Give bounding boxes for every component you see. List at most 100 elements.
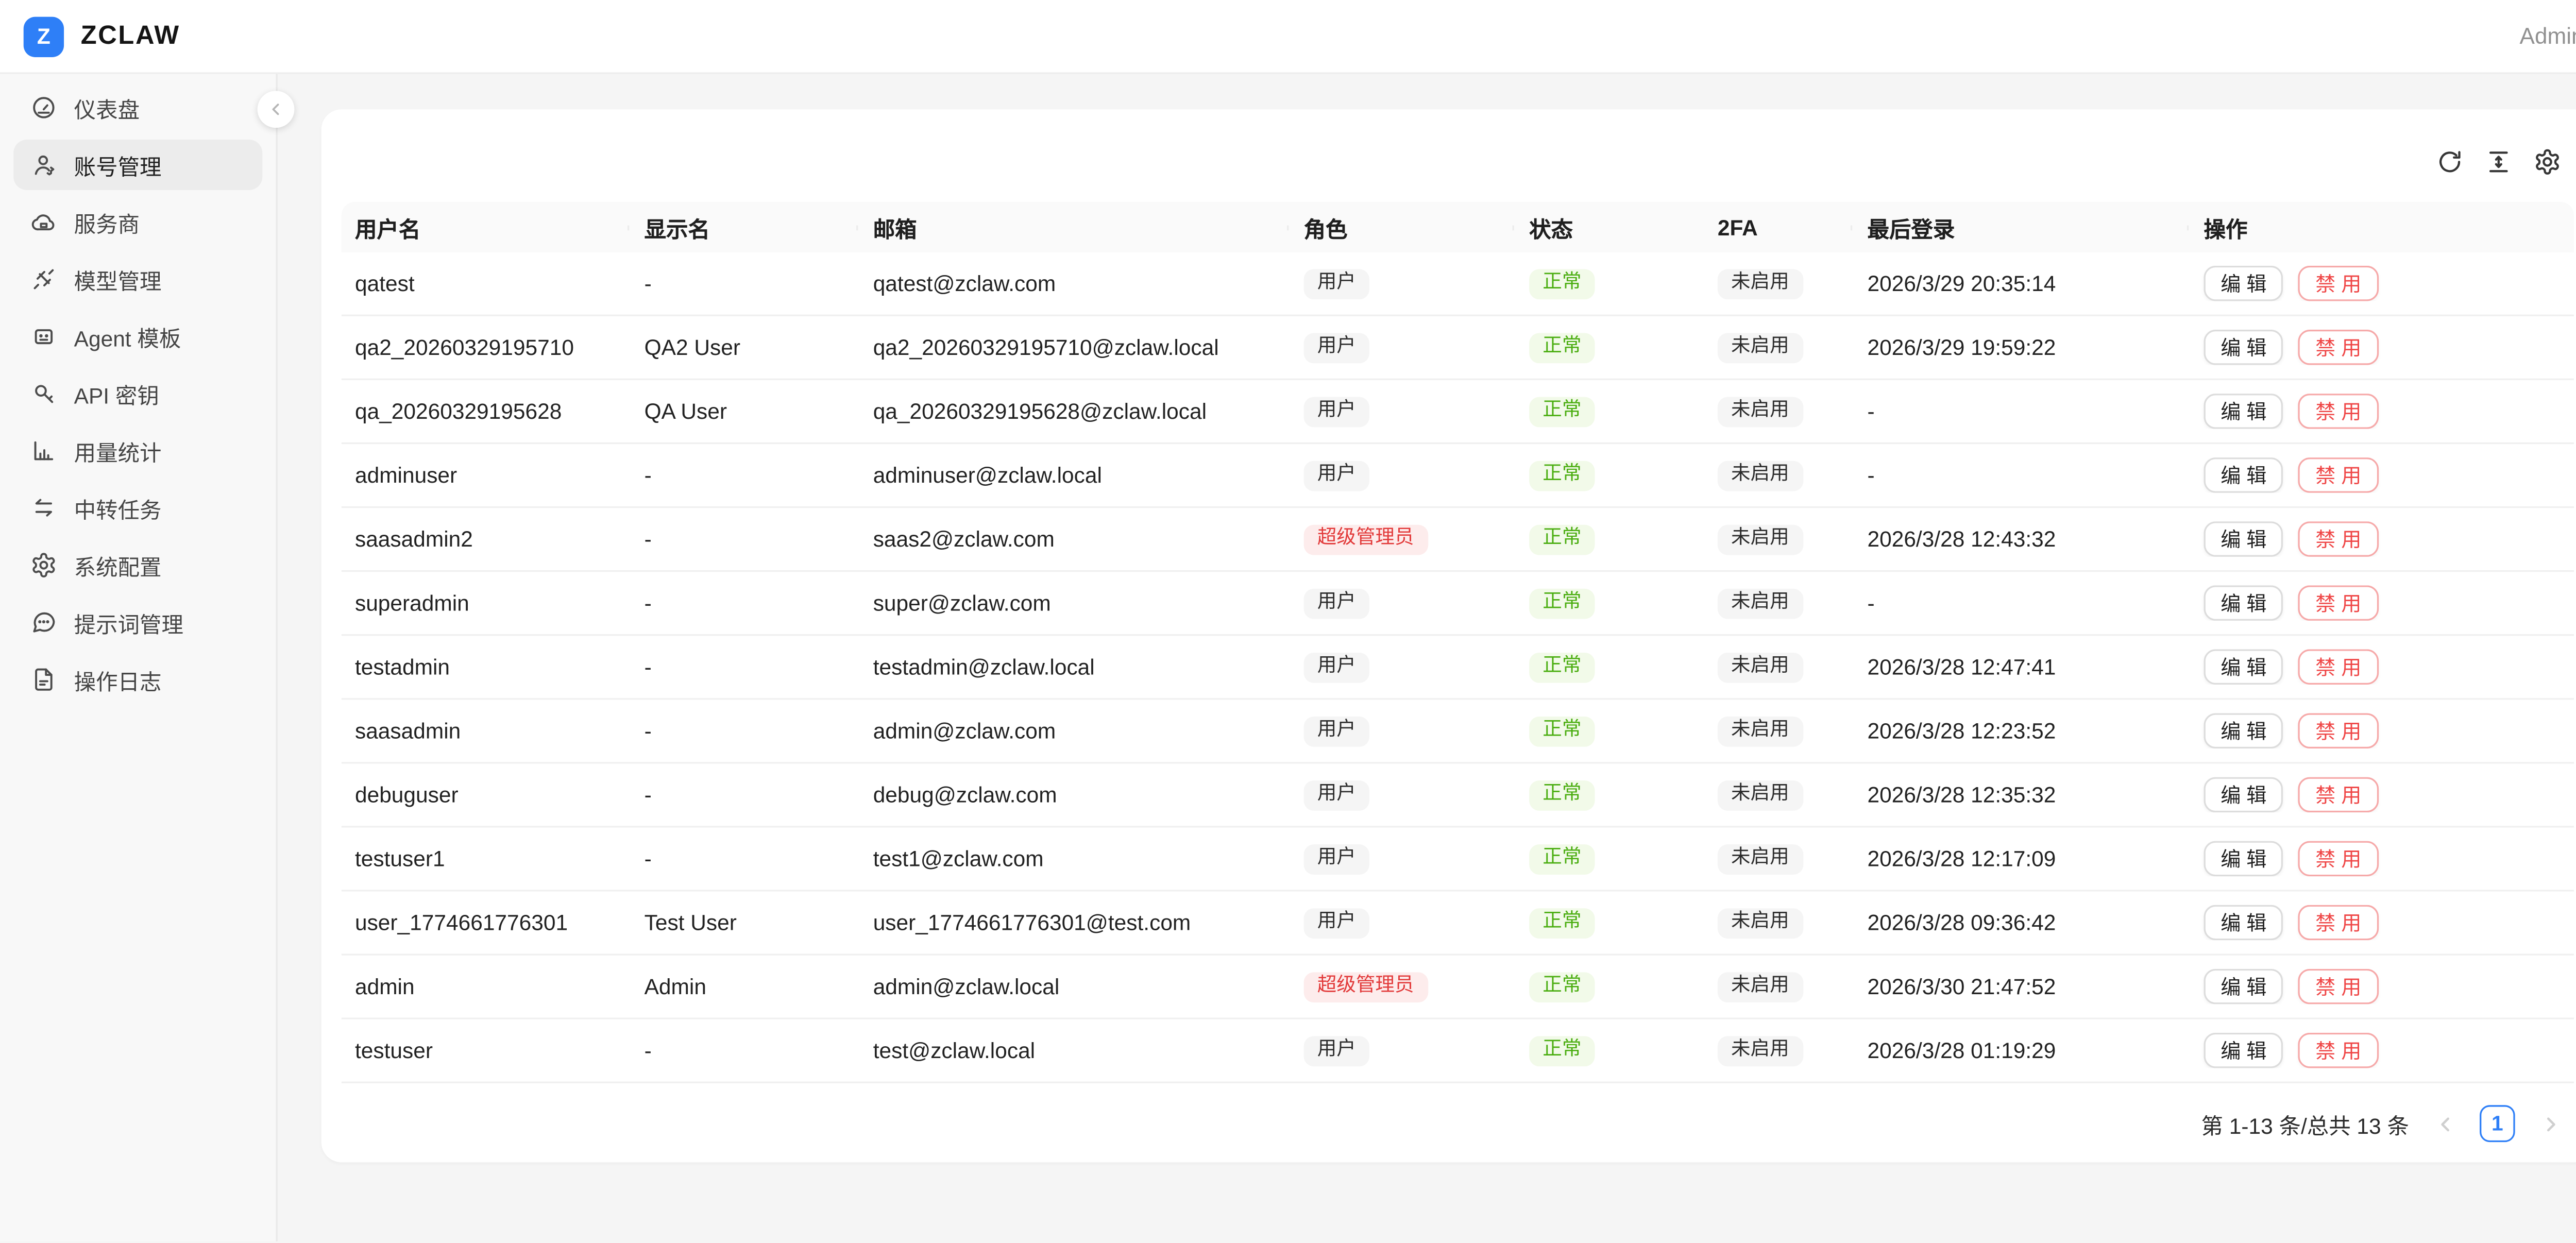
edit-button[interactable]: 编 辑 <box>2204 521 2284 557</box>
sidebar-item-label: 操作日志 <box>74 668 162 694</box>
role-badge: 用户 <box>1303 652 1369 683</box>
twofa-cell: 未启用 <box>1701 715 1851 747</box>
status-cell: 正常 <box>1513 907 1701 939</box>
sidebar-item-accounts[interactable]: 账号管理 <box>13 140 263 190</box>
topbar-user-label[interactable]: Admin <box>2519 23 2576 49</box>
table-row: qatest - qatest@zclaw.com 用户 正常 未启用 2026/3/29 … <box>341 252 2574 316</box>
role-cell: 用户 <box>1287 1034 1513 1067</box>
display-name-cell: QA User <box>644 398 727 424</box>
username-cell: saasadmin <box>354 718 461 744</box>
disable-button[interactable]: 禁 用 <box>2298 457 2379 493</box>
sidebar-item-relay[interactable]: 中转任务 <box>13 483 262 533</box>
disable-button[interactable]: 禁 用 <box>2298 1032 2379 1068</box>
status-cell: 正常 <box>1513 1034 1701 1067</box>
sidebar-item-dashboard[interactable]: 仪表盘 <box>13 82 262 133</box>
gear-icon <box>30 552 57 578</box>
table-toolbar <box>321 109 2576 202</box>
table-row: qa_20260329195628 QA User qa_2026032919562… <box>341 380 2574 445</box>
email-cell: admin@zclaw.com <box>873 718 1056 744</box>
sidebar-item-agents[interactable]: Agent 模板 <box>13 311 262 362</box>
twofa-cell: 未启用 <box>1701 459 1851 491</box>
plug-icon <box>30 266 57 293</box>
chart-icon <box>30 437 57 464</box>
twofa-badge: 未启用 <box>1717 588 1803 619</box>
last-login-cell: 2026/3/29 20:35:14 <box>1867 270 2056 296</box>
disable-button[interactable]: 禁 用 <box>2298 713 2379 749</box>
edit-button[interactable]: 编 辑 <box>2204 649 2284 685</box>
role-badge: 超级管理员 <box>1303 971 1428 1003</box>
disable-button[interactable]: 禁 用 <box>2298 841 2379 877</box>
actions-cell: 编 辑禁 用 <box>2187 841 2574 877</box>
sidebar-collapse-button[interactable] <box>257 91 295 128</box>
actions-cell: 编 辑禁 用 <box>2187 968 2574 1004</box>
status-cell: 正常 <box>1513 779 1701 811</box>
status-cell: 正常 <box>1513 651 1701 683</box>
key-icon <box>30 380 57 407</box>
status-cell: 正常 <box>1513 267 1701 300</box>
username-cell: superadmin <box>354 590 469 616</box>
display-name-cell: - <box>644 1037 652 1063</box>
username-cell: testuser <box>354 1037 433 1063</box>
status-cell: 正常 <box>1513 843 1701 875</box>
disable-button[interactable]: 禁 用 <box>2298 521 2379 557</box>
status-badge: 正常 <box>1529 843 1595 875</box>
sidebar-item-prompts[interactable]: 提示词管理 <box>13 597 262 648</box>
settings-icon[interactable] <box>2530 145 2564 179</box>
actions-cell: 编 辑禁 用 <box>2187 1032 2574 1068</box>
edit-button[interactable]: 编 辑 <box>2204 457 2284 493</box>
sidebar-item-logs[interactable]: 操作日志 <box>13 654 262 705</box>
edit-button[interactable]: 编 辑 <box>2204 713 2284 749</box>
status-badge: 正常 <box>1529 652 1595 683</box>
sidebar-item-system[interactable]: 系统配置 <box>13 540 262 590</box>
column-header-1: 显示名 <box>627 211 856 243</box>
actions-cell: 编 辑禁 用 <box>2187 265 2574 301</box>
disable-button[interactable]: 禁 用 <box>2298 265 2379 301</box>
username-cell: testadmin <box>354 654 450 680</box>
disable-button[interactable]: 禁 用 <box>2298 394 2379 429</box>
actions-cell: 编 辑禁 用 <box>2187 905 2574 941</box>
sidebar-item-usage[interactable]: 用量统计 <box>13 425 262 476</box>
disable-button[interactable]: 禁 用 <box>2298 330 2379 365</box>
disable-button[interactable]: 禁 用 <box>2298 649 2379 685</box>
edit-button[interactable]: 编 辑 <box>2204 585 2284 621</box>
status-cell: 正常 <box>1513 970 1701 1003</box>
status-badge: 正常 <box>1529 460 1595 491</box>
actions-cell: 编 辑禁 用 <box>2187 394 2574 429</box>
role-cell: 用户 <box>1287 907 1513 939</box>
brand-logo-icon: Z <box>23 16 64 57</box>
role-badge: 用户 <box>1303 843 1369 875</box>
edit-button[interactable]: 编 辑 <box>2204 330 2284 365</box>
edit-button[interactable]: 编 辑 <box>2204 265 2284 301</box>
pagination-next-icon[interactable] <box>2537 1110 2564 1137</box>
edit-button[interactable]: 编 辑 <box>2204 841 2284 877</box>
column-header-2: 邮箱 <box>856 211 1287 243</box>
display-name-cell: Test User <box>644 910 737 935</box>
status-badge: 正常 <box>1529 1035 1595 1067</box>
disable-button[interactable]: 禁 用 <box>2298 968 2379 1004</box>
last-login-cell: 2026/3/28 01:19:29 <box>1867 1037 2056 1063</box>
column-header-3: 角色 <box>1286 211 1513 243</box>
edit-button[interactable]: 编 辑 <box>2204 1032 2284 1068</box>
disable-button[interactable]: 禁 用 <box>2298 905 2379 941</box>
edit-button[interactable]: 编 辑 <box>2204 968 2284 1004</box>
actions-cell: 编 辑禁 用 <box>2187 330 2574 365</box>
table-row: saasadmin2 - saas2@zclaw.com 超级管理员 正常 未启用 2026… <box>341 508 2574 572</box>
status-cell: 正常 <box>1513 331 1701 364</box>
edit-button[interactable]: 编 辑 <box>2204 777 2284 813</box>
status-cell: 正常 <box>1513 459 1701 491</box>
sidebar-item-apikeys[interactable]: API 密钥 <box>13 368 262 419</box>
sidebar-item-providers[interactable]: 服务商 <box>13 197 262 247</box>
pagination-page-1[interactable]: 1 <box>2480 1105 2515 1143</box>
refresh-icon[interactable] <box>2433 145 2466 179</box>
cloud-icon <box>30 209 57 235</box>
row-height-icon[interactable] <box>2481 145 2515 179</box>
edit-button[interactable]: 编 辑 <box>2204 905 2284 941</box>
pagination-prev-icon[interactable] <box>2431 1110 2458 1137</box>
disable-button[interactable]: 禁 用 <box>2298 777 2379 813</box>
edit-button[interactable]: 编 辑 <box>2204 394 2284 429</box>
twofa-badge: 未启用 <box>1717 396 1803 428</box>
sidebar-item-models[interactable]: 模型管理 <box>13 254 262 304</box>
twofa-cell: 未启用 <box>1701 651 1851 683</box>
brand-title: ZCLAW <box>80 21 180 50</box>
disable-button[interactable]: 禁 用 <box>2298 585 2379 621</box>
